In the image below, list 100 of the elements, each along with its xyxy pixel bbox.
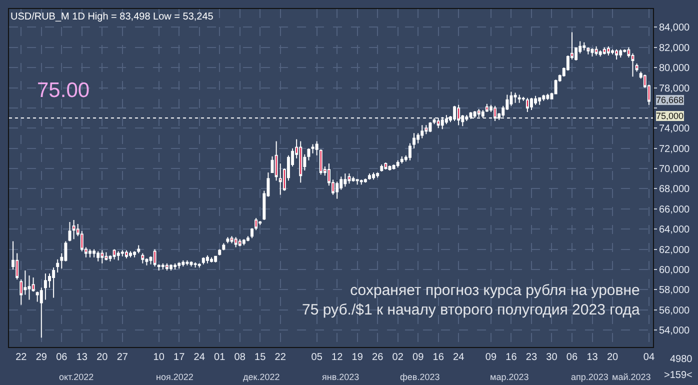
y-tick-label: 60,000 <box>659 264 690 276</box>
candlestick <box>518 94 521 104</box>
y-tick-label: 70,000 <box>659 164 690 176</box>
candlestick <box>206 254 209 264</box>
y-tick-label: 62,000 <box>659 244 690 256</box>
x-tick-label: 09 <box>485 352 497 364</box>
y-tick-label: 72,000 <box>659 144 690 155</box>
candlestick <box>278 162 282 196</box>
candlestick <box>161 262 164 270</box>
candlestick <box>92 248 96 258</box>
candlestick <box>56 258 60 273</box>
x-tick-label: 20 <box>96 352 108 364</box>
text: янв.2023 <box>322 372 360 382</box>
candlestick <box>124 250 128 259</box>
y-tick-label: 56,000 <box>659 305 690 316</box>
candlestick <box>635 63 638 72</box>
candlestick <box>522 96 525 102</box>
candlestick <box>299 140 302 184</box>
x-tick-label: 06 <box>566 352 578 364</box>
candlestick <box>408 142 412 161</box>
candlestick <box>602 46 606 55</box>
candlestick <box>116 250 120 261</box>
candlestick <box>344 173 347 188</box>
x-tick-label: 10 <box>153 352 165 364</box>
x-tick-label: 09 <box>412 352 424 364</box>
x-tick-label: 05 <box>311 352 323 364</box>
x-tick-label: 24 <box>194 352 206 364</box>
candlestick <box>485 103 488 112</box>
candlestick <box>368 173 371 180</box>
candlestick <box>428 122 432 133</box>
candlestick <box>202 256 205 265</box>
y-tick-label: 68,000 <box>659 184 690 196</box>
text: мар.2023 <box>490 372 529 382</box>
candlestick <box>356 179 359 186</box>
candlestick <box>258 220 262 226</box>
candlestick <box>424 124 428 135</box>
x-tick-label: 13 <box>76 352 88 364</box>
x-tick-label: 08 <box>234 352 246 364</box>
y-tick-label: 80,000 <box>659 63 690 74</box>
x-tick-label: 29 <box>36 352 48 364</box>
candlestick <box>372 172 376 180</box>
x-tick-label: 16 <box>432 352 444 364</box>
candlestick <box>68 222 72 242</box>
x-tick-label: 02 <box>392 352 404 364</box>
x-tick-label: 13 <box>586 352 598 364</box>
candlestick <box>400 156 404 164</box>
candlestick <box>348 173 351 184</box>
y-tick-label: 82,000 <box>659 42 690 54</box>
candlestick <box>96 250 100 262</box>
candlestick <box>104 252 108 261</box>
candlestick <box>388 164 392 172</box>
candlestick <box>153 248 156 267</box>
x-tick-label: 27 <box>116 352 128 364</box>
candlestick <box>214 256 218 263</box>
chart-title: USD/RUB_M 1D High = 83,498 Low = 53,245 <box>10 11 214 22</box>
candlestick <box>384 162 388 170</box>
candlestick <box>526 97 529 112</box>
candlestick <box>606 46 610 56</box>
candlestick <box>315 140 318 156</box>
text: ноя.2022 <box>156 372 194 382</box>
candlestick <box>194 262 197 268</box>
x-tick-label: 01 <box>214 352 226 364</box>
candlestick <box>218 248 222 256</box>
x-tick-label: 17 <box>174 352 186 364</box>
candlestick <box>52 266 56 298</box>
candlestick <box>514 92 517 104</box>
candlestick <box>112 248 116 260</box>
y-tick-label: 74,000 <box>659 124 690 135</box>
text: фев.2023 <box>400 372 440 382</box>
candlestick <box>137 244 140 254</box>
candlestick <box>40 287 43 338</box>
candlestick <box>141 252 144 264</box>
candlestick <box>594 46 598 56</box>
candlestick <box>72 220 76 240</box>
candlestick <box>88 248 92 258</box>
x-tick-label: 30 <box>546 352 558 364</box>
candlestick <box>307 148 310 161</box>
candlestick <box>222 242 226 251</box>
x-tick-label: 04 <box>643 352 655 364</box>
text: май.2023 <box>612 372 651 382</box>
candlestick <box>170 264 172 271</box>
candlestick <box>254 217 258 231</box>
candlestick <box>510 91 513 106</box>
candlestick <box>242 238 246 246</box>
candlestick <box>319 148 322 176</box>
y-tick-label: 54,000 <box>659 326 690 337</box>
y-tick-label: 78,000 <box>659 83 690 94</box>
text: апр.2023 <box>571 372 608 382</box>
candlestick <box>392 164 396 170</box>
candlestick <box>538 97 542 106</box>
candlestick <box>120 250 124 257</box>
candlestick <box>582 42 586 51</box>
candlestick <box>157 264 160 271</box>
candlestick <box>619 48 622 58</box>
text: дек.2022 <box>243 372 280 382</box>
candlestick <box>129 250 132 258</box>
candlestick <box>364 178 367 184</box>
candlestick <box>615 48 618 60</box>
text: 4980 <box>670 354 693 365</box>
candlestick <box>145 258 148 266</box>
